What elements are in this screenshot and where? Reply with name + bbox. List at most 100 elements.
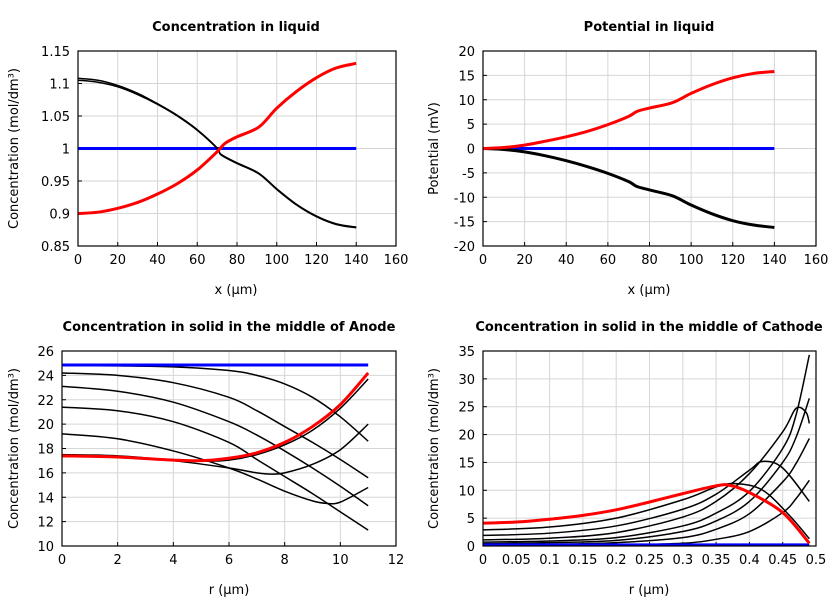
series-group (78, 61, 357, 229)
x-axis-label: x (µm) (628, 283, 671, 298)
x-tick-label: 0.4 (739, 553, 760, 568)
x-tick-label: 40 (149, 253, 166, 268)
x-tick-label: 100 (679, 253, 704, 268)
y-axis-label: Concentration (mol/dm³) (7, 368, 22, 529)
x-tick-label: 40 (558, 253, 575, 268)
y-tick-label: 20 (458, 45, 475, 60)
y-tick-label: 15 (458, 69, 475, 84)
y-tick-label: 14 (37, 491, 54, 506)
x-tick-label: 8 (281, 553, 289, 568)
x-tick-label: 60 (189, 253, 206, 268)
x-tick-label: 0.2 (606, 553, 627, 568)
x-tick-label: 80 (641, 253, 658, 268)
x-axis-label: r (µm) (629, 583, 670, 598)
y-tick-label: 20 (37, 418, 54, 433)
x-tick-label: 6 (225, 553, 233, 568)
y-tick-label: 0 (467, 143, 475, 158)
x-tick-label: 0.15 (568, 553, 597, 568)
x-tick-label: 0.5 (806, 553, 827, 568)
x-tick-label: 12 (388, 553, 405, 568)
x-tick-label: 20 (516, 253, 533, 268)
x-tick-label: 0 (479, 253, 487, 268)
x-tick-label: 0.1 (539, 553, 560, 568)
x-tick-label: 4 (169, 553, 177, 568)
x-tick-label: 100 (264, 253, 289, 268)
y-tick-label: 25 (458, 401, 475, 416)
x-axis-label: r (µm) (209, 583, 250, 598)
y-tick-label: 0.95 (41, 175, 70, 190)
x-tick-label: 0.05 (502, 553, 531, 568)
y-tick-label: 10 (458, 94, 475, 109)
x-tick-label: 60 (600, 253, 617, 268)
x-tick-label: 160 (384, 253, 409, 268)
y-tick-label: 1.05 (41, 110, 70, 125)
series-line-0 (62, 364, 369, 442)
series-line-5 (62, 423, 369, 475)
series-line-1 (483, 460, 810, 537)
series-line-2 (483, 69, 775, 150)
y-tick-label: 0 (467, 540, 475, 555)
plot-frame (61, 350, 397, 547)
y-tick-label: 12 (37, 516, 54, 531)
series-group (62, 363, 370, 531)
x-tick-label: 20 (109, 253, 126, 268)
y-tick-label: 10 (458, 484, 475, 499)
y-tick-label: 24 (37, 369, 54, 384)
y-tick-label: 26 (37, 345, 54, 360)
y-tick-label: 30 (458, 373, 475, 388)
x-tick-label: 0.25 (635, 553, 664, 568)
y-tick-label: 1.1 (49, 78, 70, 93)
x-tick-label: 0.35 (702, 553, 731, 568)
y-tick-label: 20 (458, 429, 475, 444)
x-tick-label: 80 (229, 253, 246, 268)
x-tick-label: 120 (720, 253, 745, 268)
series-line-2 (78, 79, 357, 229)
chart-3: 0 0.05 0.1 0.15 0.2 0.25 0.3 0.35 0.4 0.45 0.5 0 5 10… (427, 320, 826, 598)
chart-title: Concentration in solid in the middle of … (63, 320, 396, 335)
x-tick-label: 10 (332, 553, 349, 568)
chart-title: Potential in liquid (584, 20, 715, 35)
y-tick-label: 10 (37, 540, 54, 555)
chart-2: 0 2 4 6 8 10 12101214161820222426Concentration… (7, 320, 404, 598)
x-tick-label: 140 (344, 253, 369, 268)
series-line-3 (62, 406, 369, 531)
series-group (483, 69, 775, 229)
series-line-1 (62, 372, 369, 479)
chart-title: Concentration in liquid (152, 20, 320, 35)
series-line-8 (483, 483, 811, 545)
y-tick-label: 1.15 (41, 45, 70, 60)
x-tick-label: 120 (304, 253, 329, 268)
y-tick-label: -20 (454, 240, 475, 255)
y-tick-label: 5 (467, 118, 475, 133)
series-line-0 (483, 482, 810, 540)
y-tick-label: 0.9 (49, 208, 70, 223)
y-tick-label: -15 (454, 216, 475, 231)
x-axis-label: x (µm) (215, 283, 258, 298)
y-axis-label: Concentration (mol/dm³) (7, 68, 22, 229)
y-axis-label: Concentration (mol/dm³) (427, 368, 442, 529)
x-tick-label: 0.45 (768, 553, 797, 568)
series-line-4 (62, 433, 369, 505)
series-line-2 (62, 385, 369, 507)
series-group (483, 354, 811, 546)
series-line-1 (483, 147, 775, 229)
x-tick-label: 0 (58, 553, 66, 568)
x-tick-label: 140 (762, 253, 787, 268)
chart-0: 0 20 40 60 80 100 120 140 160 0.85 0.9 0.95 1 1.05 1.1… (7, 20, 408, 298)
series-line-8 (62, 371, 370, 463)
plot-frame (482, 350, 817, 547)
series-line-2 (483, 406, 811, 541)
x-tick-label: 2 (114, 553, 122, 568)
y-tick-label: 22 (37, 394, 54, 409)
y-tick-label: 35 (458, 345, 475, 360)
y-axis-label: Potential (mV) (427, 102, 442, 195)
y-tick-label: -5 (462, 167, 475, 182)
plot-frame (77, 50, 397, 247)
y-tick-label: 1 (62, 143, 70, 158)
y-tick-label: 18 (37, 443, 54, 458)
series-line-3 (78, 61, 357, 215)
x-tick-label: 0.3 (672, 553, 693, 568)
series-line-4 (483, 398, 811, 545)
y-tick-label: 0.85 (41, 240, 70, 255)
